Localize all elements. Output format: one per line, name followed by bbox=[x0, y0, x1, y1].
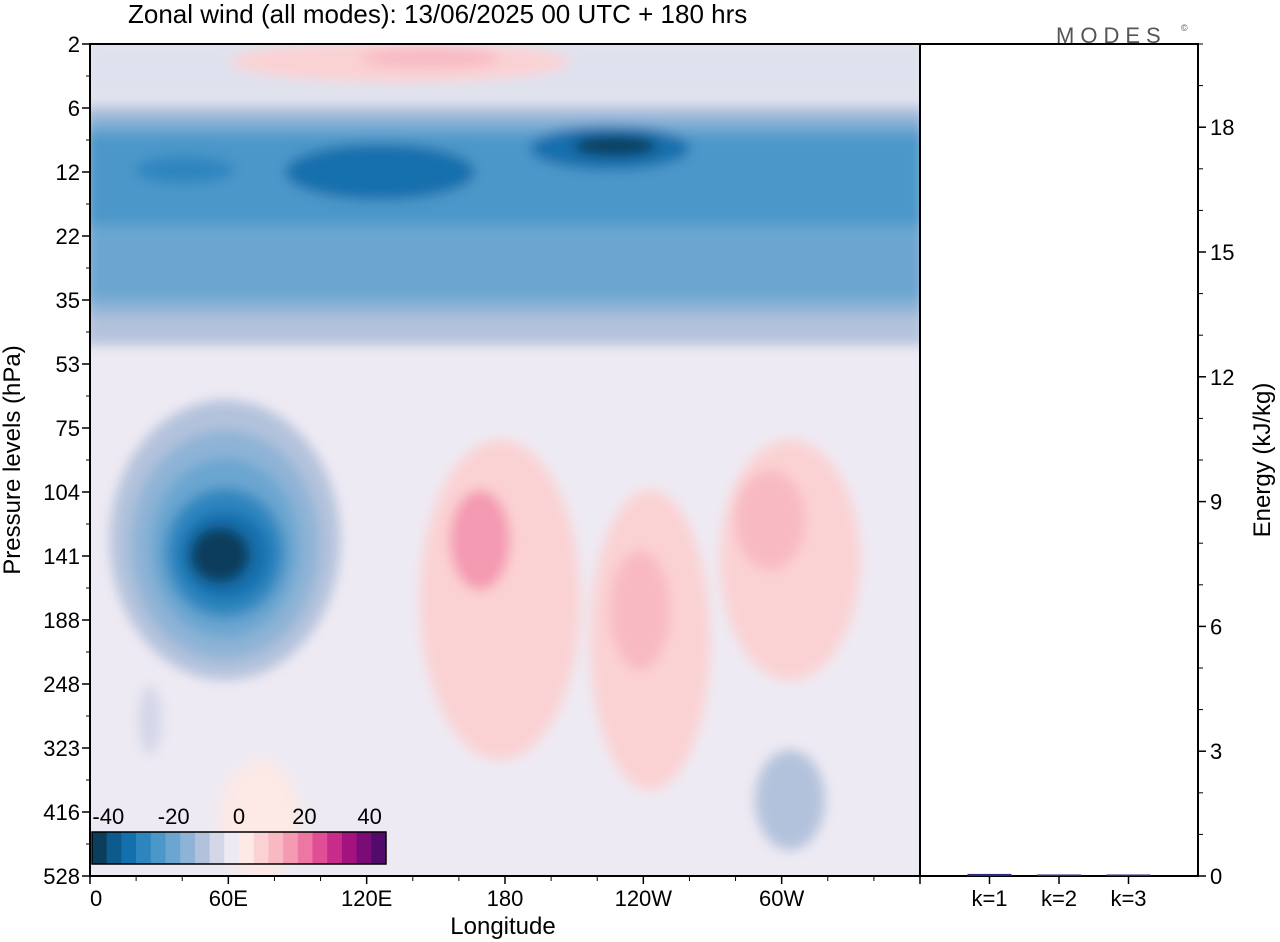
pos-core-1 bbox=[450, 490, 510, 590]
strat-core-west bbox=[285, 144, 475, 200]
energy-axis-label: Energy (kJ/kg) bbox=[1249, 383, 1276, 538]
energy-categories: k=1 k=2 k=3 bbox=[971, 876, 1147, 911]
colorbar-tick-label: 20 bbox=[292, 804, 316, 829]
colorbar-swatch bbox=[209, 832, 225, 864]
colorbar-swatch bbox=[194, 832, 211, 864]
energy-bar bbox=[1106, 874, 1151, 876]
colorbar-swatch bbox=[312, 832, 328, 864]
energy-bars bbox=[967, 873, 1151, 876]
y-tick-label: 53 bbox=[56, 352, 80, 377]
colorbar-swatch bbox=[268, 832, 284, 864]
colorbar-tick-label: 40 bbox=[357, 804, 381, 829]
colorbar-swatch bbox=[106, 832, 122, 864]
pos-core-2 bbox=[610, 550, 670, 670]
y-tick-label: 323 bbox=[43, 736, 80, 761]
energy-tick-label: 9 bbox=[1210, 490, 1222, 515]
colorbar-tick-label: 0 bbox=[233, 804, 245, 829]
x-tick-label: 60W bbox=[759, 886, 804, 911]
colorbar: -40 -20 0 20 40 bbox=[91, 804, 387, 865]
x-tick-label: 120E bbox=[341, 886, 392, 911]
energy-axis: 0 3 6 9 12 15 18 bbox=[1198, 43, 1234, 889]
y-tick-label: 104 bbox=[43, 480, 80, 505]
strat-core-center bbox=[573, 136, 657, 156]
colorbar-swatch bbox=[136, 832, 152, 864]
energy-frame bbox=[919, 43, 1199, 877]
neg-lower-right bbox=[755, 750, 825, 850]
colorbar-frame bbox=[91, 831, 387, 865]
y-tick-label: 35 bbox=[56, 288, 80, 313]
band-strat-upper bbox=[90, 135, 920, 225]
colorbar-swatch bbox=[224, 832, 240, 864]
y-tick-label: 141 bbox=[43, 544, 80, 569]
y-tick-label: 2 bbox=[68, 32, 80, 57]
category-label: k=1 bbox=[971, 886, 1007, 911]
x-tick-label: 120W bbox=[615, 886, 673, 911]
neg-lower-left bbox=[138, 685, 162, 755]
chart-title: Zonal wind (all modes): 13/06/2025 00 UT… bbox=[128, 0, 747, 29]
energy-tick-label: 0 bbox=[1210, 864, 1222, 889]
top-positive-core bbox=[360, 48, 500, 68]
y-tick-label: 528 bbox=[43, 864, 80, 889]
heatmap-field bbox=[90, 44, 920, 876]
colorbar-tick-label: -20 bbox=[158, 804, 190, 829]
colorbar-swatch bbox=[253, 832, 269, 864]
colorbar-swatch bbox=[341, 832, 358, 864]
y-tick-label: 188 bbox=[43, 608, 80, 633]
logo-mark: © bbox=[1181, 23, 1188, 33]
energy-tick-label: 3 bbox=[1210, 739, 1222, 764]
colorbar-swatch bbox=[180, 832, 196, 864]
colorbar-ticks: -40 -20 0 20 40 bbox=[92, 804, 381, 829]
y-tick-label: 12 bbox=[56, 160, 80, 185]
colorbar-swatches bbox=[92, 832, 387, 864]
colorbar-swatch bbox=[165, 832, 181, 864]
colorbar-swatch bbox=[239, 832, 255, 864]
colorbar-swatch bbox=[150, 832, 166, 864]
category-label: k=2 bbox=[1041, 886, 1077, 911]
x-axis-label: Longitude bbox=[450, 913, 555, 940]
energy-bar bbox=[1037, 874, 1081, 876]
heatmap-panel bbox=[90, 44, 920, 876]
colorbar-tick-label: -40 bbox=[92, 804, 124, 829]
colorbar-swatch bbox=[371, 832, 387, 864]
pos-core-3 bbox=[735, 470, 805, 570]
strat-patch bbox=[135, 156, 235, 184]
colorbar-swatch bbox=[327, 832, 343, 864]
pos-region-1 bbox=[420, 440, 580, 760]
y-axis-left: 2 6 12 22 35 53 75 104 141 188 248 323 416 528 bbox=[43, 32, 90, 889]
x-axis: 0 60E 120E 180 120W 60W bbox=[89, 876, 921, 911]
jet-core bbox=[190, 527, 250, 583]
energy-bar bbox=[967, 873, 1012, 876]
y-tick-label: 22 bbox=[56, 224, 80, 249]
x-tick-label: 180 bbox=[487, 886, 524, 911]
y-tick-label: 416 bbox=[43, 800, 80, 825]
colorbar-swatch bbox=[356, 832, 372, 864]
y-axis-label: Pressure levels (hPa) bbox=[0, 345, 26, 574]
category-label: k=3 bbox=[1110, 886, 1146, 911]
x-tick-label: 60E bbox=[209, 886, 248, 911]
energy-tick-label: 18 bbox=[1210, 115, 1234, 140]
colorbar-swatch bbox=[283, 832, 299, 864]
y-tick-label: 6 bbox=[68, 96, 80, 121]
y-tick-label: 248 bbox=[43, 672, 80, 697]
colorbar-swatch bbox=[297, 832, 313, 864]
energy-tick-label: 6 bbox=[1210, 614, 1222, 639]
x-tick-label: 0 bbox=[90, 886, 102, 911]
energy-tick-label: 15 bbox=[1210, 240, 1234, 265]
energy-tick-label: 12 bbox=[1210, 365, 1234, 390]
colorbar-swatch bbox=[121, 832, 137, 864]
y-tick-label: 75 bbox=[56, 416, 80, 441]
colorbar-swatch bbox=[92, 832, 108, 864]
